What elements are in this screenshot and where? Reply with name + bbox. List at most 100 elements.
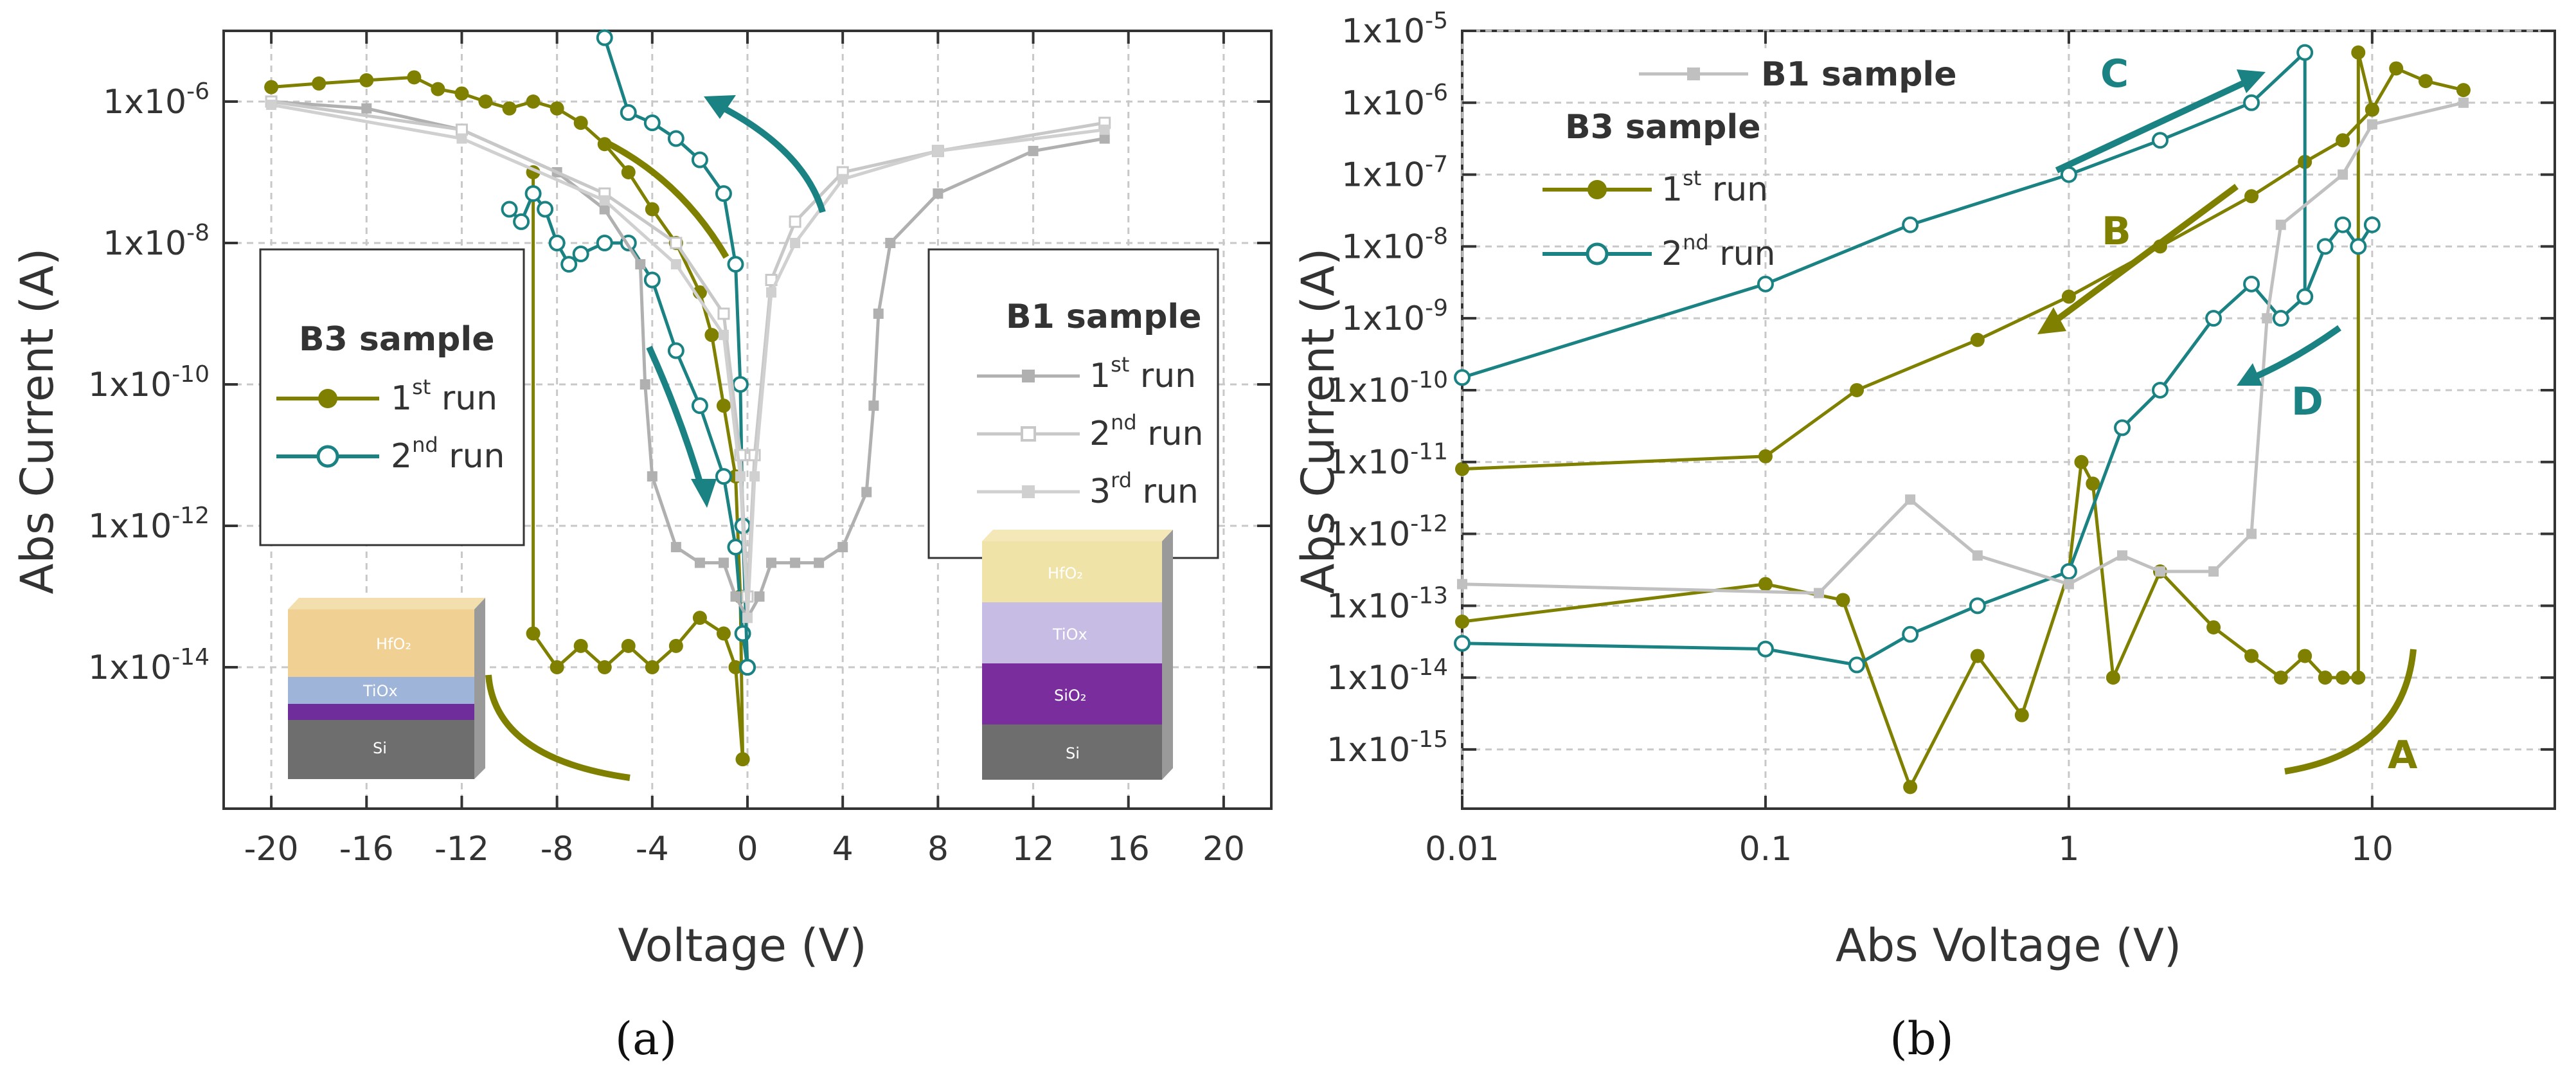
grid-b bbox=[1461, 30, 2555, 809]
data-point-a-2 bbox=[868, 400, 879, 411]
data-point-a-1 bbox=[691, 151, 708, 168]
data-point-b-3 bbox=[2296, 44, 2314, 61]
data-point-b-1 bbox=[1758, 449, 1773, 463]
legend-b3-a: B3 sample 1st run 2nd run bbox=[259, 248, 525, 546]
data-point-a-0 bbox=[716, 399, 731, 413]
data-point-b-1 bbox=[2365, 102, 2379, 117]
y-tick-label-a: 1x10-10 bbox=[88, 361, 210, 404]
data-point-b-2 bbox=[2350, 238, 2367, 255]
x-tick-label-b: 0.1 bbox=[1739, 830, 1793, 868]
data-point-b-0 bbox=[2273, 670, 2288, 685]
data-point-b-4 bbox=[2262, 313, 2273, 324]
data-point-a-2 bbox=[635, 259, 646, 270]
legend-b1-a: B1 sample 1st run 2nd run 3rd run bbox=[927, 248, 1219, 559]
data-point-a-1 bbox=[691, 397, 708, 415]
data-point-a-2 bbox=[361, 103, 372, 114]
inset-b3-hfo2-top bbox=[288, 598, 485, 609]
legend-b3-a-label-1: 1st run bbox=[391, 375, 497, 418]
data-point-a-1 bbox=[513, 213, 530, 230]
x-tick-label-b: 10 bbox=[2351, 830, 2393, 868]
legend-b1-a-label-2: 2nd run bbox=[1089, 410, 1204, 453]
legend-b3-b-label-2: 2nd run bbox=[1661, 230, 1776, 273]
x-tick-label-a: -8 bbox=[541, 830, 574, 868]
inset-b3-hfo2 bbox=[288, 609, 474, 677]
data-point-a-0 bbox=[407, 70, 422, 85]
legend-b3-a-title: B3 sample bbox=[299, 320, 494, 359]
series-group-b bbox=[1454, 44, 2471, 795]
data-point-a-0 bbox=[704, 328, 719, 343]
data-point-a-1 bbox=[548, 235, 566, 251]
data-point-a-2 bbox=[814, 557, 825, 568]
data-point-a-1 bbox=[596, 29, 613, 46]
arrow-b-c-head bbox=[2237, 69, 2266, 93]
data-point-b-0 bbox=[2106, 670, 2120, 685]
data-point-b-0 bbox=[1970, 649, 1985, 663]
legend-b1-a-marker-1 bbox=[1022, 370, 1035, 382]
data-point-b-2 bbox=[2363, 216, 2381, 233]
inset-b1-hfo2 bbox=[982, 541, 1162, 602]
data-point-b-0 bbox=[2014, 708, 2029, 723]
data-point-a-1 bbox=[715, 468, 732, 485]
data-point-a-0 bbox=[502, 101, 517, 116]
data-point-a-1 bbox=[643, 271, 661, 289]
legend-b: B1 sample B3 sample 1st run 2nd run bbox=[1543, 48, 2005, 273]
x-tick-label-a: -12 bbox=[434, 830, 489, 868]
data-point-a-2 bbox=[873, 309, 884, 319]
x-tick-label-a: 20 bbox=[1203, 830, 1245, 868]
data-point-a-0 bbox=[454, 86, 469, 101]
ticks-b: 0.01 0.1 1 10 1x10-15 1x10-14 1x10-13 1x10-12 1x… bbox=[1327, 8, 2555, 868]
legend-b1-a-title: B1 sample bbox=[1006, 298, 1201, 336]
data-point-b-2 bbox=[2334, 216, 2352, 233]
data-point-b-4 bbox=[2338, 169, 2348, 180]
data-point-a-4 bbox=[837, 174, 848, 184]
data-point-a-4 bbox=[1099, 124, 1110, 135]
y-tick-label-b: 1x10-13 bbox=[1327, 582, 1448, 625]
inset-b1-tiox-label: TiOx bbox=[1052, 625, 1087, 643]
arrow-b-d-head bbox=[2237, 363, 2262, 386]
data-point-a-2 bbox=[640, 379, 650, 390]
data-point-b-4 bbox=[1457, 579, 1467, 589]
data-point-a-0 bbox=[573, 638, 588, 653]
data-point-a-2 bbox=[861, 487, 872, 498]
data-point-b-3 bbox=[2296, 288, 2314, 305]
data-point-a-0 bbox=[728, 660, 743, 674]
series-line-b-2-0 bbox=[1462, 222, 2374, 667]
series-line-b-4-0 bbox=[1462, 101, 2464, 595]
arrow-a-1 bbox=[711, 100, 826, 213]
data-point-a-4 bbox=[766, 287, 777, 298]
x-tick-label-a: -4 bbox=[636, 830, 669, 868]
legend-b1-b-title: B1 sample bbox=[1761, 55, 1956, 94]
x-tick-label-b: 1 bbox=[2058, 830, 2079, 868]
arrow-b-b bbox=[2048, 183, 2239, 328]
legend-b1-a-frame bbox=[927, 248, 1219, 559]
data-point-a-0 bbox=[264, 80, 279, 94]
data-point-b-2 bbox=[2243, 275, 2260, 292]
arrow-b-d bbox=[2248, 325, 2341, 382]
data-point-a-1 bbox=[596, 235, 613, 251]
inset-stack-b3: HfO₂ TiOx Si bbox=[288, 598, 485, 779]
inset-b3-si-label: Si bbox=[373, 739, 387, 757]
data-point-a-0 bbox=[621, 638, 636, 653]
y-tick-label-b: 1x10-8 bbox=[1341, 223, 1448, 266]
y-tick-label-a: 1x10-14 bbox=[88, 644, 210, 687]
data-point-a-2 bbox=[730, 591, 741, 602]
data-point-a-2 bbox=[766, 557, 777, 568]
y-axis-title-b: Abs Current (A) bbox=[1292, 248, 1345, 595]
data-point-a-2 bbox=[670, 542, 681, 553]
data-point-b-0 bbox=[1836, 593, 1850, 607]
data-point-a-0 bbox=[735, 752, 750, 767]
x-tick-label-a: 12 bbox=[1012, 830, 1054, 868]
legend-b1-a-marker-2 bbox=[1021, 426, 1036, 442]
data-point-b-0 bbox=[2336, 670, 2350, 685]
data-point-a-4 bbox=[599, 195, 610, 206]
x-axis-title-b: Abs Voltage (V) bbox=[1836, 919, 2181, 972]
arrow-a-2 bbox=[602, 138, 729, 259]
data-point-b-2 bbox=[2205, 310, 2223, 327]
data-point-a-0 bbox=[621, 165, 636, 179]
data-point-b-0 bbox=[2456, 83, 2471, 98]
data-point-a-4 bbox=[456, 133, 467, 144]
arrow-a-4 bbox=[485, 674, 631, 781]
y-tick-label-b: 1x10-11 bbox=[1327, 439, 1448, 482]
data-point-a-1 bbox=[501, 201, 518, 218]
